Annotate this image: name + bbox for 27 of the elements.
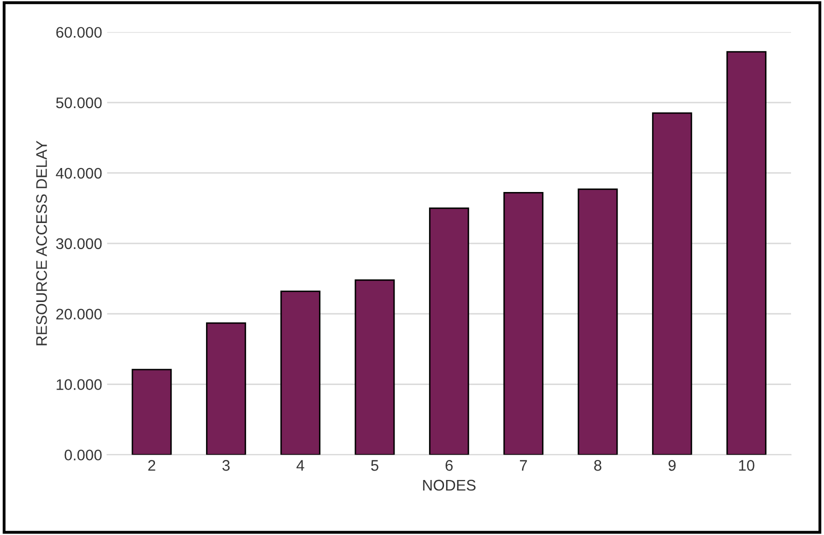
x-tick-label: 3 bbox=[222, 460, 230, 471]
y-tick-label: 40.000 bbox=[56, 168, 102, 179]
x-tick-label: 5 bbox=[371, 460, 378, 471]
bar bbox=[132, 368, 172, 455]
y-tick-label: 20.000 bbox=[56, 308, 102, 320]
y-tick-label: 30.000 bbox=[56, 238, 102, 250]
y-tick-label: 50.000 bbox=[56, 97, 102, 108]
x-tick-label: 8 bbox=[594, 460, 602, 471]
y-axis-title: RESOURCE ACCESS DELAY bbox=[36, 140, 47, 346]
bar bbox=[578, 188, 618, 455]
x-tick-label: 7 bbox=[520, 460, 527, 471]
x-tick-label: 4 bbox=[296, 460, 304, 471]
x-tick-label: 9 bbox=[668, 460, 676, 471]
x-axis-title: NODES bbox=[423, 480, 476, 491]
bar bbox=[354, 279, 395, 455]
y-tick-label: 60.000 bbox=[56, 26, 102, 38]
bar bbox=[726, 51, 766, 455]
x-tick-label: 6 bbox=[446, 460, 453, 471]
y-tick-label: 0.000 bbox=[64, 450, 102, 460]
x-tick-label: 2 bbox=[148, 460, 156, 471]
bar bbox=[503, 192, 544, 455]
y-tick-label: 10.000 bbox=[56, 379, 102, 390]
bar bbox=[280, 290, 320, 455]
bar bbox=[652, 112, 692, 455]
bar bbox=[429, 208, 470, 455]
bar bbox=[206, 322, 246, 455]
x-tick-label: 10 bbox=[739, 460, 754, 471]
